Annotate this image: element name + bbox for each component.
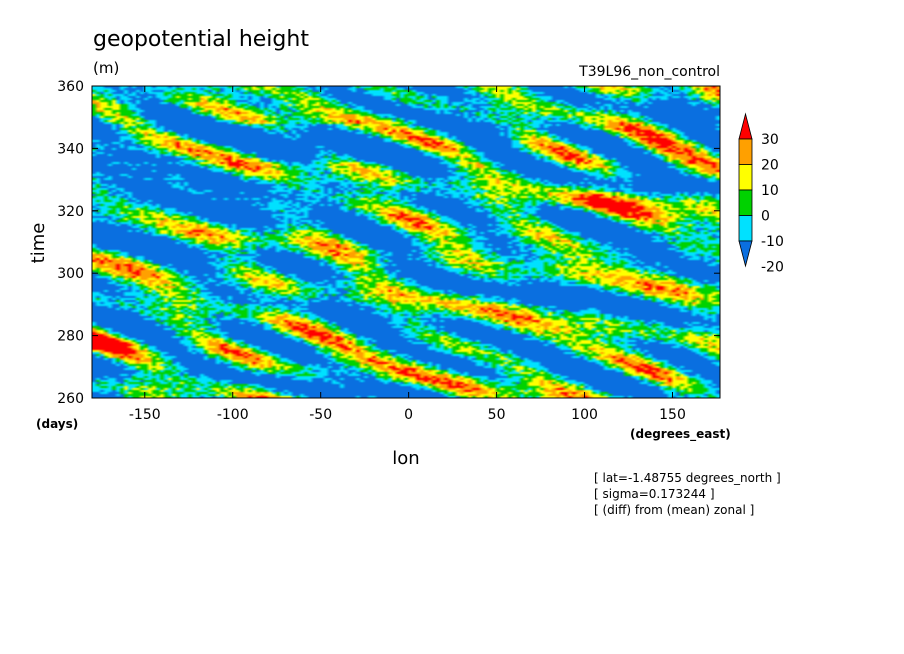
colorbar-label: 30 — [761, 132, 779, 148]
x-axis-ticks: -150 -100 -50 0 50 100 150 — [129, 86, 686, 423]
note-latitude: [ lat=-1.48755 degrees_north ] — [594, 471, 781, 485]
note-diff: [ (diff) from (mean) zonal ] — [594, 503, 754, 517]
x-tick-label: -150 — [129, 407, 161, 423]
y-tick-label: 340 — [57, 141, 84, 157]
y-tick-label: 260 — [57, 391, 84, 407]
y-axis-label: time — [28, 223, 49, 264]
x-tick-label: 150 — [659, 407, 686, 423]
x-tick-label: 100 — [571, 407, 598, 423]
y-tick-label: 320 — [57, 204, 84, 220]
heatmap-field — [92, 86, 720, 398]
y-tick-label: 280 — [57, 329, 84, 345]
colorbar-swatch — [738, 215, 753, 242]
colorbar-extend-bottom — [738, 240, 753, 268]
chart-title: geopotential height — [93, 27, 309, 52]
x-tick-label: -50 — [309, 407, 332, 423]
colorbar-label: 20 — [761, 158, 779, 174]
y-axis-ticks: 260 280 300 320 340 360 — [57, 79, 720, 407]
colorbar-swatch — [738, 164, 753, 191]
colorbar-label: 10 — [761, 183, 779, 199]
chart-subtitle: T39L96_non_control — [578, 64, 720, 80]
x-tick-label: 0 — [404, 407, 413, 423]
chart-units: (m) — [93, 59, 119, 77]
plot-frame — [91, 85, 721, 399]
colorbar: 30 20 10 0 -10 -20 — [738, 112, 784, 276]
x-axis-units: (degrees_east) — [630, 427, 731, 442]
x-tick-label: -100 — [217, 407, 249, 423]
colorbar-swatch — [738, 189, 753, 216]
note-sigma: [ sigma=0.173244 ] — [594, 487, 715, 501]
x-tick-label: 50 — [488, 407, 506, 423]
y-tick-label: 360 — [57, 79, 84, 95]
colorbar-label: -10 — [761, 234, 784, 250]
colorbar-extend-top — [738, 112, 753, 140]
y-tick-label: 300 — [57, 266, 84, 282]
y-axis-units: (days) — [36, 417, 78, 431]
colorbar-label: 0 — [761, 209, 770, 225]
colorbar-label: -20 — [761, 260, 784, 276]
x-axis-label: lon — [392, 448, 419, 469]
colorbar-swatch — [738, 138, 753, 165]
heatmap-plot-area — [92, 86, 720, 398]
